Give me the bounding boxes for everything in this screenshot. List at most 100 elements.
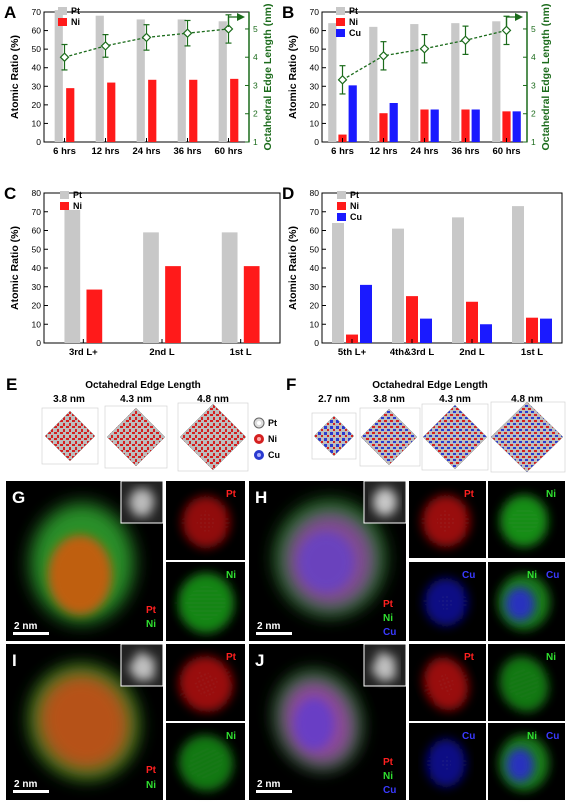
legend-label-pt: Pt [350, 190, 359, 200]
legend-atom-pt: Pt [268, 418, 277, 428]
bar-pt [218, 21, 227, 143]
g-pt-map [182, 496, 230, 548]
panel-letter-a: A [4, 3, 16, 22]
bar-ni [86, 289, 103, 343]
legend-label-ni: Ni [73, 201, 82, 211]
y-tick-label: 20 [32, 100, 42, 110]
edge-length-point [337, 74, 348, 85]
edge-length-point [501, 25, 512, 36]
legend-swatch-ni [60, 202, 69, 210]
legend-label-pt: Pt [71, 6, 80, 16]
edge-length-point [182, 28, 193, 39]
y-tick-label: 10 [310, 319, 320, 329]
bar-pt [54, 10, 63, 143]
y-axis-title: Atomic Ratio (%) [9, 35, 21, 119]
h-cu-map [424, 578, 468, 626]
legend-swatch-pt [337, 191, 346, 199]
octahedron-f2 [360, 408, 418, 466]
haadf-inset-j [371, 651, 396, 682]
j-label-cu: Cu [383, 785, 396, 796]
j-label-pt: Pt [383, 757, 394, 768]
octahedron-e2 [106, 407, 166, 467]
x-tick-label: 5th L+ [338, 347, 367, 358]
bar-pt [221, 232, 238, 343]
bar-cu [360, 284, 372, 343]
bar-pt [332, 223, 344, 343]
bar-pt [136, 19, 145, 142]
bar-pt [64, 209, 81, 343]
edge-length-point [460, 35, 471, 46]
e-size-2: 4.3 nm [120, 394, 152, 405]
legend-label-cu: Cu [350, 212, 362, 222]
y2-tick-label: 5 [253, 24, 258, 34]
bar-pt [452, 217, 464, 343]
i-map-pt-label: Pt [226, 652, 237, 663]
octahedron-e1 [44, 410, 96, 462]
y-tick-label: 0 [314, 137, 319, 147]
y-tick-label: 40 [310, 263, 320, 273]
bar-ni [461, 109, 470, 142]
f-size-4: 4.8 nm [511, 394, 543, 405]
legend-swatch-ni [337, 202, 346, 210]
h-nicu-map [505, 587, 535, 621]
x-tick-label: 12 hrs [92, 146, 120, 157]
f-size-3: 4.3 nm [439, 394, 471, 405]
chart-c: C 0 10 20 30 40 50 60 70 80 Atomic Ratio (%) 3rd L+… [4, 184, 281, 358]
h-map-nicu-cu: Cu [546, 570, 559, 581]
bar-cu [348, 85, 357, 142]
i-label-ni: Ni [146, 780, 156, 791]
panel-h: H Pt Ni Cu 2 nm Pt Ni Cu Ni Cu [249, 480, 565, 641]
y-tick-label: 30 [310, 81, 320, 91]
y-tick-label: 0 [314, 338, 319, 348]
bar-pt [143, 232, 159, 343]
axis-arrow [227, 16, 237, 27]
chart-b: B 0 10 20 30 40 50 60 70 Atomic Ratio (%) 6 hrs 12 … [282, 3, 552, 157]
y-tick-label: 80 [310, 188, 320, 198]
g-map-ni-label: Ni [226, 570, 236, 581]
x-tick-label: 3rd L+ [69, 347, 98, 358]
bar-ni [165, 266, 181, 343]
axis-arrow-head [237, 13, 245, 21]
f-size-2: 3.8 nm [373, 394, 405, 405]
scale-bar-i [13, 790, 49, 793]
panel-e: E Octahedral Edge Length 3.8 nm 4.3 nm 4… [6, 375, 280, 472]
y2-tick-label: 2 [531, 109, 536, 119]
bar-pt [392, 228, 404, 343]
panel-letter-d: D [282, 184, 294, 203]
h-map-pt-label: Pt [464, 489, 475, 500]
e-size-1: 3.8 nm [53, 394, 85, 405]
edge-length-point [223, 24, 234, 34]
y-tick-label: 50 [32, 44, 42, 54]
bar-ni [420, 109, 429, 142]
legend-label-ni: Ni [350, 201, 359, 211]
bar-cu [512, 111, 521, 142]
bar-ni [243, 266, 260, 343]
panel-letter-h: H [255, 488, 267, 507]
j-map-nicu-ni: Ni [527, 731, 537, 742]
octahedron-f3 [422, 404, 488, 470]
bar-ni [66, 88, 75, 142]
x-tick-label: 4th&3rd L [390, 347, 435, 358]
f-title: Octahedral Edge Length [372, 380, 488, 391]
y-tick-label: 30 [310, 282, 320, 292]
bar-ni [466, 301, 478, 343]
y-tick-label: 10 [32, 319, 42, 329]
bar-cu [420, 318, 432, 343]
e-title: Octahedral Edge Length [85, 380, 201, 391]
j-map-ni-label: Ni [546, 652, 556, 663]
edge-length-point [378, 50, 389, 61]
h-scale-label: 2 nm [257, 621, 280, 632]
i-pt-map [178, 656, 234, 712]
y-tick-label: 40 [310, 63, 320, 73]
y-tick-label: 60 [32, 26, 42, 36]
bar-cu [389, 103, 398, 142]
haadf-inset-h [373, 488, 397, 516]
y2-axis-title: Octahedral Edge Length (nm) [540, 3, 552, 150]
f-size-1: 2.7 nm [318, 394, 350, 405]
y-tick-label: 30 [32, 282, 42, 292]
j-map-nicu-cu: Cu [546, 731, 559, 742]
y-axis-title: Atomic Ratio (%) [287, 35, 299, 119]
y2-tick-label: 5 [531, 24, 536, 34]
bar-pt [369, 26, 378, 142]
x-tick-label: 60 hrs [215, 146, 243, 157]
